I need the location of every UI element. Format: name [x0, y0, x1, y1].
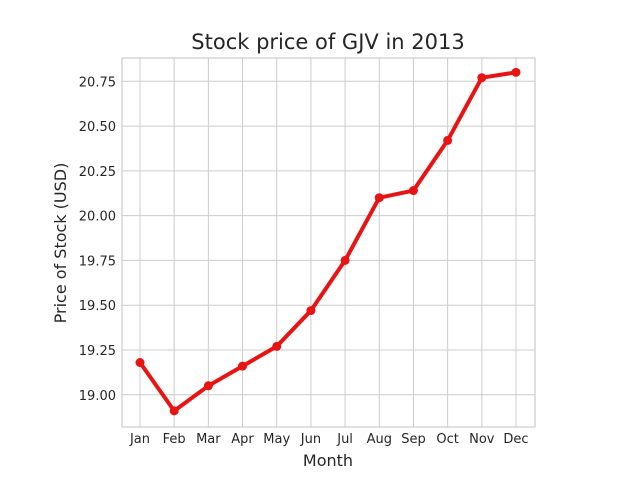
data-point — [306, 306, 316, 316]
x-axis-label: Month — [303, 451, 353, 470]
x-tick-label: Apr — [231, 432, 254, 447]
y-tick-label: 20.75 — [79, 75, 116, 90]
x-tick-label: Feb — [163, 432, 186, 447]
y-tick-label: 19.25 — [79, 344, 116, 359]
y-axis-label: Price of Stock (USD) — [51, 163, 70, 324]
x-tick-label: Dec — [503, 432, 528, 447]
x-tick-label: Jan — [129, 432, 150, 447]
plot-border — [121, 57, 536, 428]
x-tick-label: Oct — [436, 432, 458, 447]
x-tick-label: Nov — [469, 432, 495, 447]
x-tick-label: Jul — [336, 432, 353, 447]
data-point — [443, 135, 453, 145]
data-point — [203, 381, 213, 391]
data-point — [135, 358, 145, 368]
x-tick-label: May — [263, 432, 290, 447]
y-tick-label: 19.75 — [79, 254, 116, 269]
y-tick-label: 19.00 — [79, 389, 116, 404]
chart-title: Stock price of GJV in 2013 — [191, 30, 464, 54]
grid — [122, 58, 535, 427]
data-point — [169, 406, 179, 416]
data-point — [374, 193, 384, 203]
y-tick-label: 20.00 — [79, 210, 116, 225]
x-tick-label: Sep — [401, 432, 426, 447]
series-line — [138, 70, 518, 413]
tick-labels: 19.00 19.25 19.50 19.75 20.00 20.25 20.50 20.75… — [79, 75, 529, 447]
data-point — [272, 341, 282, 351]
x-tick-label: Jun — [300, 432, 321, 447]
x-tick-label: Mar — [196, 432, 221, 447]
axes — [121, 57, 536, 428]
y-tick-label: 19.50 — [79, 299, 116, 314]
y-tick-label: 20.25 — [79, 165, 116, 180]
data-point — [238, 361, 248, 371]
data-point — [340, 255, 350, 265]
series — [135, 67, 521, 416]
x-tick-label: Aug — [367, 432, 392, 447]
data-point — [511, 67, 521, 77]
data-point — [408, 186, 418, 196]
y-tick-label: 20.50 — [79, 120, 116, 135]
data-point — [477, 73, 487, 83]
